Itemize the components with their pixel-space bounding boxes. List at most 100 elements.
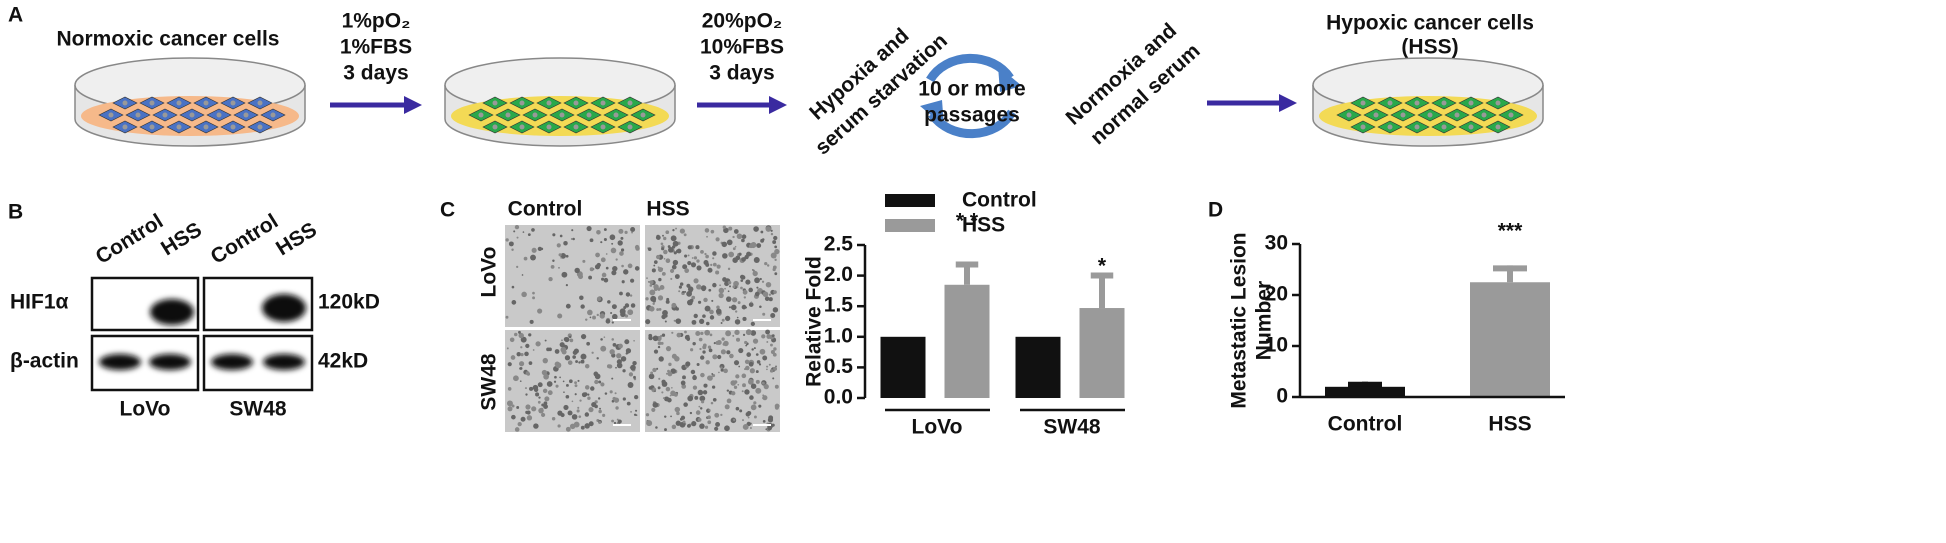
stained-cell (645, 319, 651, 325)
bar (880, 336, 926, 398)
panel-label: A (8, 4, 23, 27)
stained-cell (734, 310, 738, 313)
stained-cell (670, 277, 673, 280)
stained-cell (671, 331, 674, 334)
stained-cell (746, 352, 752, 357)
stained-cell (513, 230, 516, 233)
stained-cell (574, 381, 578, 385)
stained-cell (538, 407, 544, 414)
stained-cell (650, 295, 657, 302)
stained-cell (611, 321, 614, 324)
stained-cell (596, 313, 599, 317)
y-axis-label: Metastatic Lesion (1228, 232, 1251, 408)
cell-nucleus (1495, 100, 1501, 106)
stained-cell (671, 386, 673, 389)
stained-cell (506, 400, 513, 407)
stained-cell (718, 371, 720, 374)
stained-cell (584, 363, 590, 369)
stained-cell (653, 264, 656, 267)
stained-cell (670, 390, 676, 397)
stained-cell (745, 306, 748, 309)
stained-cell (712, 257, 715, 260)
condition-label: 3 days (343, 62, 408, 85)
stained-cell (687, 423, 691, 428)
legend-label: HSS (962, 214, 1005, 237)
stained-cell (753, 347, 756, 350)
stained-cell (579, 295, 584, 300)
stained-cell (756, 286, 759, 289)
stained-cell (657, 345, 661, 349)
stained-cell (722, 277, 727, 282)
stained-cell (565, 284, 568, 287)
stained-cell (567, 360, 573, 365)
stained-cell (692, 341, 696, 346)
x-tick-label: SW48 (1043, 416, 1101, 439)
stained-cell (772, 267, 776, 272)
condition-label: 1%pO₂ (342, 10, 411, 33)
stained-cell (584, 423, 590, 429)
cell-nucleus (1414, 124, 1420, 130)
stained-cell (720, 366, 723, 369)
stained-cell (661, 267, 664, 270)
stained-cell (511, 414, 516, 420)
stained-cell (773, 347, 777, 351)
stained-cell (766, 368, 768, 371)
stained-cell (600, 257, 606, 263)
cell-nucleus (176, 124, 182, 130)
stained-cell (573, 421, 580, 428)
condition-label: 20%pO₂ (702, 10, 783, 33)
stained-cell (633, 375, 636, 379)
stained-cell (693, 278, 699, 284)
y-tick-label: 10 (1265, 334, 1288, 357)
stained-cell (525, 404, 531, 410)
size-label: 120kD (318, 291, 380, 314)
stained-cell (560, 257, 562, 259)
stained-cell (600, 382, 605, 387)
stained-cell (750, 383, 757, 389)
stained-cell (528, 333, 532, 337)
stained-cell (721, 337, 725, 341)
stained-cell (690, 369, 696, 375)
stained-cell (768, 297, 773, 302)
stained-cell (705, 254, 709, 259)
cell-line-label: LoVo (120, 398, 171, 421)
stained-cell (740, 279, 744, 282)
stained-cell (732, 334, 735, 337)
cell-nucleus (640, 112, 646, 118)
stained-cell (704, 329, 711, 336)
cell-nucleus (1427, 112, 1433, 118)
stained-cell (695, 331, 701, 336)
stained-cell (732, 418, 736, 422)
stained-cell (554, 349, 560, 354)
stained-cell (755, 353, 759, 356)
stained-cell (574, 384, 578, 388)
stained-cell (673, 319, 676, 322)
stained-cell (722, 342, 726, 346)
stained-cell (616, 418, 619, 421)
significance-label: *** (1498, 220, 1523, 243)
stained-cell (630, 364, 636, 371)
stained-cell (709, 315, 715, 320)
stained-cell (658, 356, 664, 362)
stained-cell (627, 309, 634, 316)
cell-nucleus (519, 124, 525, 130)
protein-label: HIF1α (10, 291, 69, 314)
stained-cell (711, 385, 716, 389)
stained-cell (605, 266, 609, 270)
stained-cell (626, 351, 630, 354)
stained-cell (681, 384, 687, 389)
stained-cell (673, 251, 677, 255)
stained-cell (719, 284, 721, 287)
stained-cell (734, 245, 737, 248)
stained-cell (542, 388, 548, 394)
stained-cell (712, 251, 717, 256)
stained-cell (753, 256, 760, 263)
stained-cell (625, 292, 631, 297)
arrow-head (1279, 94, 1297, 112)
stained-cell (621, 280, 625, 284)
stained-cell (751, 348, 754, 351)
stained-cell (541, 369, 548, 376)
cell-nucleus (189, 112, 195, 118)
stained-cell (629, 294, 633, 297)
stained-cell (722, 253, 728, 259)
